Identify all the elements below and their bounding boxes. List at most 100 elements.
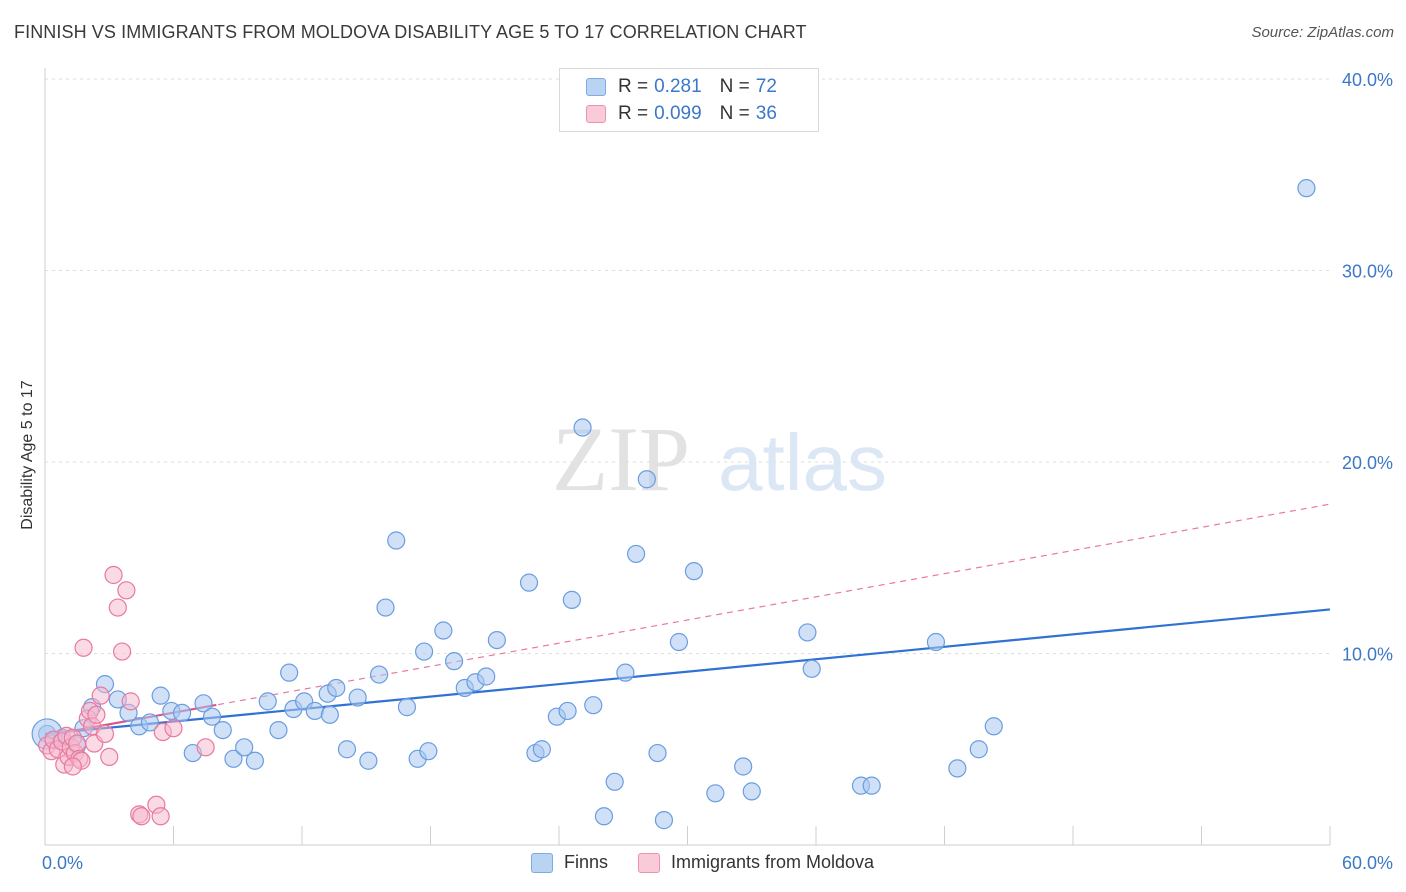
legend-r-label: R =	[618, 76, 649, 97]
data-point-moldova	[164, 719, 183, 738]
legend-r-value: 0.099	[654, 103, 702, 124]
trend-lines	[44, 503, 1331, 737]
data-point-moldova	[104, 565, 123, 585]
watermark-atlas: atlas	[718, 418, 887, 507]
data-point-finns	[616, 663, 635, 682]
data-point-finns	[532, 740, 551, 759]
x-tick-label: 60.0%	[1342, 853, 1393, 873]
data-point-finns	[245, 751, 264, 770]
legend-r-value: 0.281	[654, 76, 702, 97]
data-point-finns	[414, 642, 434, 661]
data-point-finns	[258, 692, 277, 711]
data-point-moldova	[112, 642, 132, 661]
data-point-finns	[337, 740, 357, 759]
data-point-finns	[151, 686, 170, 705]
series-swatch-finns	[531, 852, 553, 873]
data-point-finns	[648, 743, 667, 763]
data-point-finns	[235, 738, 254, 757]
legend-r-label: R =	[618, 103, 649, 124]
data-point-finns	[327, 678, 346, 698]
data-point-finns	[305, 701, 324, 721]
legend-n-label: N =	[719, 76, 750, 97]
data-point-finns	[376, 598, 395, 617]
data-point-finns	[594, 807, 614, 826]
data-point-finns	[802, 659, 821, 678]
watermark: ZIP atlas	[552, 408, 887, 510]
data-point-finns	[584, 696, 603, 715]
data-point-moldova	[121, 692, 140, 711]
data-point-finns	[387, 531, 406, 550]
legend-n-value: 72	[755, 76, 777, 97]
data-point-finns	[213, 720, 232, 740]
data-point-finns	[348, 688, 367, 707]
data-point-finns	[573, 418, 592, 437]
tick-labels: 10.0% 20.0% 30.0% 40.0% 0.0% 60.0%	[42, 70, 1393, 873]
data-point-finns	[862, 776, 881, 795]
data-point-moldova	[100, 747, 119, 767]
data-point-finns	[669, 632, 689, 652]
data-point-finns	[194, 694, 213, 713]
data-point-finns	[742, 782, 761, 801]
data-point-moldova	[91, 686, 110, 705]
x-tick-label: 0.0%	[42, 853, 83, 873]
data-point-finns	[370, 665, 389, 684]
series-legend: Finns Immigrants from Moldova	[531, 852, 904, 873]
data-point-finns	[519, 573, 539, 592]
y-axis-label: Disability Age 5 to 17	[19, 380, 36, 530]
source-label: Source: ZipAtlas.com	[1251, 24, 1394, 41]
data-point-finns	[224, 749, 243, 768]
data-point-finns	[654, 811, 674, 830]
legend-row-finns: R = 0.281 N = 72	[586, 76, 777, 98]
data-point-moldova	[132, 807, 151, 826]
data-point-finns	[706, 784, 725, 803]
data-point-finns	[684, 562, 704, 581]
data-point-finns	[172, 703, 192, 722]
watermark-zip: ZIP	[552, 408, 690, 510]
data-point-finns	[359, 751, 378, 770]
data-point-finns	[626, 544, 646, 564]
data-point-finns	[637, 470, 656, 489]
axes	[44, 68, 1331, 846]
data-point-finns	[477, 667, 496, 686]
data-point-moldova	[117, 581, 136, 600]
y-tick-label: 10.0%	[1342, 645, 1393, 665]
chart-title: FINNISH VS IMMIGRANTS FROM MOLDOVA DISAB…	[14, 22, 807, 42]
series-name-finns: Finns	[564, 852, 609, 872]
data-point-moldova	[108, 598, 127, 617]
series-legend-finns[interactable]: Finns	[531, 852, 608, 873]
data-point-moldova	[95, 724, 115, 744]
data-point-finns	[926, 632, 946, 652]
series-name-moldova: Immigrants from Moldova	[671, 852, 875, 872]
y-tick-label: 30.0%	[1342, 262, 1393, 282]
data-point-finns	[280, 663, 299, 682]
legend-n-label: N =	[719, 103, 750, 124]
series-swatch-moldova	[638, 852, 661, 873]
data-points	[31, 179, 1316, 830]
data-point-moldova	[87, 705, 106, 724]
y-tick-label: 40.0%	[1342, 70, 1393, 90]
data-point-moldova	[74, 638, 93, 657]
data-point-moldova	[151, 807, 170, 826]
data-point-finns	[558, 701, 577, 721]
data-point-moldova	[63, 757, 82, 776]
data-point-finns	[562, 590, 581, 609]
y-tick-label: 20.0%	[1342, 453, 1393, 473]
data-point-finns	[605, 772, 624, 791]
data-point-finns	[444, 652, 464, 671]
correlation-legend: R = 0.281 N = 72 R = 0.099 N = 36	[559, 68, 819, 132]
data-point-moldova	[68, 734, 87, 753]
legend-swatch-moldova	[586, 105, 606, 123]
trend-line-finns	[44, 608, 1331, 736]
data-point-finns	[734, 757, 753, 776]
data-point-finns	[798, 623, 817, 642]
data-point-finns	[434, 621, 453, 640]
data-point-finns	[140, 713, 160, 732]
legend-n-value: 36	[755, 103, 777, 124]
series-legend-moldova[interactable]: Immigrants from Moldova	[638, 852, 874, 873]
legend-swatch-finns	[586, 78, 606, 96]
data-point-finns	[269, 720, 288, 740]
data-point-finns	[984, 717, 1003, 736]
data-point-finns	[320, 705, 339, 724]
data-point-finns	[419, 742, 438, 761]
